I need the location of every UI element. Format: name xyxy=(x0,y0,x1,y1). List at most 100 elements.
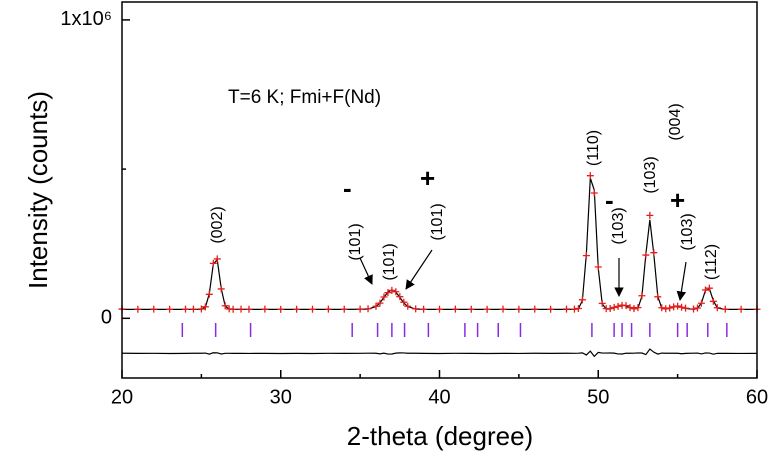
observed-point xyxy=(737,305,745,313)
profile-line xyxy=(121,348,758,358)
y-tick-label: 1x10⁶ xyxy=(60,8,112,30)
observed-point xyxy=(166,305,174,313)
observed-point xyxy=(547,305,555,313)
observed-point xyxy=(293,305,301,313)
observed-point xyxy=(713,304,721,312)
observed-point xyxy=(570,305,578,313)
annotation-arrow xyxy=(359,257,373,285)
annotation: (004) xyxy=(667,103,684,140)
observed-point xyxy=(670,303,678,311)
annotation: - xyxy=(605,185,614,215)
x-tick-label: 50 xyxy=(587,386,609,408)
observed-point xyxy=(578,296,586,304)
annotation: (002) xyxy=(209,206,226,243)
observed-point xyxy=(388,286,396,294)
observed-point xyxy=(396,293,404,301)
annotation: (112) xyxy=(703,244,720,280)
observed-point xyxy=(356,305,364,313)
observed-point xyxy=(150,305,158,313)
x-tick-label: 20 xyxy=(111,386,133,408)
observed-point xyxy=(642,251,650,259)
observed-point xyxy=(606,304,614,312)
observed-point xyxy=(261,305,269,313)
annotation: - xyxy=(343,173,352,203)
observed-point xyxy=(201,303,209,311)
observed-point xyxy=(515,305,523,313)
observed-point xyxy=(662,305,670,313)
annotation: + xyxy=(670,185,685,215)
observed-point xyxy=(563,305,570,313)
observed-point xyxy=(309,305,316,313)
annotation: (101) xyxy=(347,223,364,260)
observed-point xyxy=(376,299,384,307)
observed-point xyxy=(614,302,622,310)
observed-point xyxy=(392,288,400,296)
observed-point xyxy=(277,305,285,313)
observed-point xyxy=(436,305,443,313)
annotation: + xyxy=(420,163,435,193)
observed-point xyxy=(705,284,713,292)
observed-point xyxy=(678,303,686,311)
observed-point xyxy=(674,302,682,310)
x-tick-label: 60 xyxy=(746,386,768,408)
observed-point xyxy=(574,304,582,312)
observed-point xyxy=(666,304,674,312)
observed-point xyxy=(654,293,662,301)
observed-point xyxy=(467,305,475,313)
x-tick-label: 40 xyxy=(428,386,450,408)
annotation: (101) xyxy=(429,203,446,240)
plot-frame xyxy=(121,1,758,379)
observed-point xyxy=(229,305,237,313)
observed-point xyxy=(650,249,658,257)
observed-point xyxy=(182,305,189,313)
observed-point xyxy=(483,305,491,313)
observed-point xyxy=(634,304,642,312)
annotation: (103) xyxy=(610,207,627,244)
observed-point xyxy=(646,211,654,219)
observed-point xyxy=(205,290,213,298)
observed-point xyxy=(626,304,634,312)
annotation: (103) xyxy=(679,213,696,250)
observed-point xyxy=(209,259,217,267)
observed-point xyxy=(594,263,602,271)
observed-point xyxy=(245,305,253,313)
annotation: (110) xyxy=(585,130,602,166)
observed-point xyxy=(400,298,408,306)
observed-point xyxy=(709,297,717,305)
observed-point xyxy=(586,172,594,180)
observed-point xyxy=(134,305,142,313)
annotation-arrow xyxy=(676,261,687,301)
observed-point xyxy=(598,299,606,307)
observed-point xyxy=(638,292,646,300)
observed-point xyxy=(340,305,348,313)
observed-point xyxy=(531,305,539,313)
observed-point xyxy=(693,304,701,312)
x-axis-label: 2-theta (degree) xyxy=(347,421,533,451)
observed-point xyxy=(690,305,697,313)
observed-point xyxy=(590,189,598,197)
observed-point xyxy=(682,304,690,312)
observed-point xyxy=(404,302,412,310)
y-tick-label: 0 xyxy=(101,307,112,329)
observed-point xyxy=(324,305,332,313)
observed-point xyxy=(420,305,428,313)
observed-point xyxy=(658,304,666,312)
annotation: (101) xyxy=(381,243,398,280)
observed-point xyxy=(189,305,197,313)
observed-point xyxy=(610,303,618,311)
y-axis-label: Intensity (counts) xyxy=(23,91,53,289)
observed-point xyxy=(622,302,630,310)
observed-point xyxy=(380,293,388,301)
observed-point xyxy=(364,305,372,313)
observed-point xyxy=(412,305,420,313)
annotation-arrow xyxy=(405,249,433,290)
observed-point xyxy=(213,255,221,263)
observed-point xyxy=(197,305,205,313)
observed-point xyxy=(372,302,380,310)
observed-point xyxy=(582,252,590,260)
observed-point xyxy=(630,305,638,313)
observed-point xyxy=(721,305,729,313)
observed-point xyxy=(451,305,459,313)
observed-point xyxy=(237,305,245,313)
